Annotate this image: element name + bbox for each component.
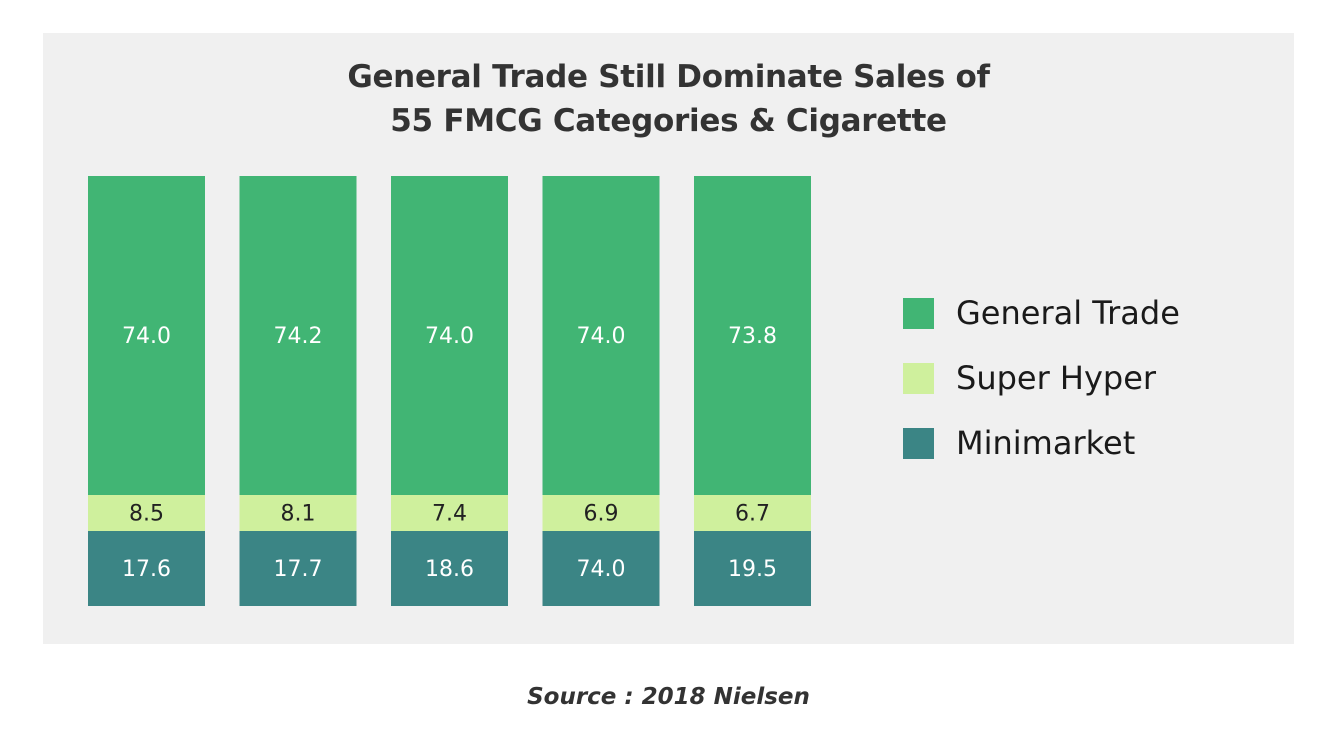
- legend-swatch-general-trade: [903, 297, 934, 329]
- legend-label-minimarket: Minimarket: [956, 424, 1136, 462]
- chart-title-line-1: General Trade Still Dominate Sales of: [347, 59, 990, 95]
- legend-swatch-minimarket: [903, 427, 934, 459]
- data-label-general-trade: 74.0: [425, 324, 474, 349]
- data-label-minimarket: 17.6: [122, 557, 171, 582]
- data-label-general-trade: 74.0: [122, 324, 171, 349]
- data-label-super-hyper: 7.4: [432, 502, 467, 527]
- chart-legend: General Trade Super Hyper Minimarket: [903, 294, 1180, 492]
- legend-item-minimarket: Minimarket: [903, 424, 1180, 462]
- bar-segment-general-trade: [694, 176, 811, 495]
- data-label-minimarket: 19.5: [728, 557, 777, 582]
- data-label-minimarket: 18.6: [425, 557, 474, 582]
- data-label-super-hyper: 6.7: [735, 502, 770, 527]
- bar-segment-super-hyper: [88, 495, 205, 531]
- bar-segment-general-trade: [239, 176, 357, 495]
- legend-swatch-super-hyper: [903, 362, 934, 394]
- data-label-super-hyper: 8.1: [281, 502, 316, 527]
- bar-segment-minimarket: [694, 531, 811, 606]
- bar-4: 74.0 6.9 74.0: [542, 176, 660, 606]
- data-label-general-trade: 73.8: [728, 324, 777, 349]
- bar-2: 17.7 8.1 74.2: [239, 176, 357, 606]
- bar-segment-super-hyper: [391, 495, 508, 531]
- stacked-bar-chart: 17.6 8.5 74.0 17.7 8.1 74.2 18.6 7.4 74.0 74.0 6.9…: [88, 176, 811, 606]
- chart-title-line-2: 55 FMCG Categories & Cigarette: [390, 103, 947, 139]
- legend-item-super-hyper: Super Hyper: [903, 359, 1180, 397]
- bar-segment-minimarket: [391, 531, 508, 606]
- chart-title: General Trade Still Dominate Sales of 55…: [43, 55, 1294, 143]
- data-label-minimarket: 74.0: [577, 557, 626, 582]
- bar-segment-super-hyper: [694, 495, 811, 531]
- legend-label-general-trade: General Trade: [956, 294, 1180, 332]
- bar-segment-general-trade: [391, 176, 508, 495]
- bar-3: 18.6 7.4 74.0: [391, 176, 508, 606]
- bar-segment-general-trade: [88, 176, 205, 495]
- bar-1: 17.6 8.5 74.0: [88, 176, 205, 606]
- source-note: Source : 2018 Nielsen: [527, 684, 810, 710]
- data-label-super-hyper: 6.9: [584, 502, 619, 527]
- bar-segment-super-hyper: [542, 495, 660, 531]
- bar-segment-general-trade: [542, 176, 660, 495]
- bar-segment-minimarket: [88, 531, 205, 606]
- bar-segment-minimarket: [239, 531, 357, 606]
- data-label-general-trade: 74.2: [274, 324, 323, 349]
- data-label-general-trade: 74.0: [577, 324, 626, 349]
- legend-item-general-trade: General Trade: [903, 294, 1180, 332]
- legend-label-super-hyper: Super Hyper: [956, 359, 1157, 397]
- data-label-minimarket: 17.7: [274, 557, 323, 582]
- data-label-super-hyper: 8.5: [129, 502, 164, 527]
- bar-segment-super-hyper: [239, 495, 357, 531]
- chart-panel: General Trade Still Dominate Sales of 55…: [43, 33, 1294, 644]
- bar-segment-minimarket: [542, 531, 660, 606]
- bar-5: 19.5 6.7 73.8: [694, 176, 811, 606]
